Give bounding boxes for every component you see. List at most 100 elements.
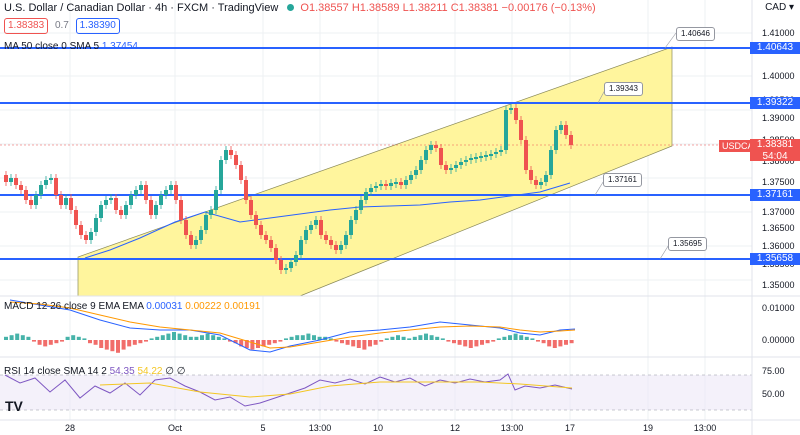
candle[interactable] bbox=[524, 140, 528, 170]
level-callout[interactable]: 1.35695 bbox=[668, 237, 707, 251]
candle[interactable] bbox=[449, 168, 453, 170]
candle[interactable] bbox=[509, 108, 513, 110]
candle[interactable] bbox=[54, 178, 58, 195]
candle[interactable] bbox=[214, 190, 218, 210]
candle[interactable] bbox=[204, 215, 208, 230]
candle[interactable] bbox=[439, 148, 443, 165]
time-axis[interactable]: 28 Oct 5 13:00 10 12 13:00 17 19 13:00 bbox=[65, 423, 716, 433]
price-channel[interactable] bbox=[77, 46, 673, 297]
candle[interactable] bbox=[534, 180, 538, 185]
candle[interactable] bbox=[434, 145, 438, 148]
candle[interactable] bbox=[324, 235, 328, 240]
candle[interactable] bbox=[174, 185, 178, 200]
currency-selector[interactable]: CAD ▾ bbox=[765, 2, 794, 13]
candle[interactable] bbox=[364, 192, 368, 200]
candle[interactable] bbox=[294, 255, 298, 262]
candle[interactable] bbox=[484, 155, 488, 157]
candle[interactable] bbox=[154, 205, 158, 215]
candle[interactable] bbox=[229, 150, 233, 155]
candlesticks[interactable] bbox=[4, 104, 573, 274]
candle[interactable] bbox=[464, 160, 468, 162]
candle[interactable] bbox=[409, 175, 413, 180]
candle[interactable] bbox=[314, 220, 318, 225]
ma-legend[interactable]: MA 50 close 0 SMA 5 1.37454 bbox=[4, 41, 138, 52]
candle[interactable] bbox=[339, 245, 343, 250]
candle[interactable] bbox=[384, 184, 388, 186]
candle[interactable] bbox=[389, 183, 393, 186]
candle[interactable] bbox=[504, 110, 508, 150]
horizontal-levels[interactable] bbox=[0, 47, 752, 260]
candle[interactable] bbox=[419, 160, 423, 170]
candle[interactable] bbox=[64, 198, 68, 205]
candle[interactable] bbox=[69, 198, 73, 210]
candle[interactable] bbox=[59, 195, 63, 205]
candle[interactable] bbox=[414, 170, 418, 175]
candle[interactable] bbox=[164, 190, 168, 195]
candle[interactable] bbox=[319, 220, 323, 235]
candle[interactable] bbox=[334, 245, 338, 250]
candle[interactable] bbox=[84, 235, 88, 240]
candle[interactable] bbox=[39, 185, 43, 195]
candle[interactable] bbox=[394, 182, 398, 184]
candle[interactable] bbox=[454, 165, 458, 168]
candle[interactable] bbox=[169, 185, 173, 190]
candle[interactable] bbox=[14, 178, 18, 185]
candle[interactable] bbox=[329, 240, 333, 245]
candle[interactable] bbox=[19, 185, 23, 190]
candle[interactable] bbox=[489, 154, 493, 156]
candle[interactable] bbox=[94, 218, 98, 232]
candle[interactable] bbox=[234, 155, 238, 165]
buy-button[interactable]: 1.38390 bbox=[75, 18, 120, 34]
candle[interactable] bbox=[309, 225, 313, 230]
candle[interactable] bbox=[539, 182, 543, 185]
candle[interactable] bbox=[304, 230, 308, 240]
candle[interactable] bbox=[569, 135, 573, 145]
candle[interactable] bbox=[239, 165, 243, 180]
candle[interactable] bbox=[269, 240, 273, 248]
candle[interactable] bbox=[274, 248, 278, 260]
candle[interactable] bbox=[74, 210, 78, 225]
candle[interactable] bbox=[559, 125, 563, 130]
candle[interactable] bbox=[179, 200, 183, 220]
candle[interactable] bbox=[499, 150, 503, 152]
level-callout[interactable]: 1.40646 bbox=[676, 27, 715, 41]
candle[interactable] bbox=[284, 268, 288, 270]
candle[interactable] bbox=[354, 210, 358, 220]
candle[interactable] bbox=[459, 162, 463, 165]
candle[interactable] bbox=[244, 180, 248, 200]
candle[interactable] bbox=[444, 165, 448, 170]
candle[interactable] bbox=[379, 184, 383, 186]
candle[interactable] bbox=[264, 235, 268, 240]
candle[interactable] bbox=[144, 185, 148, 200]
candle[interactable] bbox=[424, 150, 428, 160]
tradingview-logo[interactable]: TV bbox=[5, 398, 23, 414]
sell-button[interactable]: 1.38383 bbox=[4, 18, 49, 34]
candle[interactable] bbox=[24, 190, 28, 200]
candle[interactable] bbox=[199, 230, 203, 240]
candle[interactable] bbox=[494, 152, 498, 154]
candle[interactable] bbox=[479, 156, 483, 158]
candle[interactable] bbox=[44, 180, 48, 185]
candle[interactable] bbox=[159, 195, 163, 205]
candle[interactable] bbox=[29, 200, 33, 205]
candle[interactable] bbox=[344, 235, 348, 245]
candle[interactable] bbox=[219, 160, 223, 190]
candle[interactable] bbox=[544, 175, 548, 182]
candle[interactable] bbox=[369, 188, 373, 192]
candle[interactable] bbox=[139, 185, 143, 190]
macd-pane[interactable] bbox=[4, 332, 574, 353]
candle[interactable] bbox=[194, 240, 198, 245]
candle[interactable] bbox=[189, 235, 193, 245]
candle[interactable] bbox=[9, 178, 13, 182]
candle[interactable] bbox=[254, 215, 258, 225]
candle[interactable] bbox=[149, 200, 153, 215]
candle[interactable] bbox=[429, 145, 433, 150]
candle[interactable] bbox=[469, 158, 473, 160]
chart-title[interactable]: U.S. Dollar / Canadian Dollar · 4h · FXC… bbox=[4, 2, 279, 14]
candle[interactable] bbox=[109, 198, 113, 200]
candle[interactable] bbox=[404, 180, 408, 185]
candle[interactable] bbox=[34, 195, 38, 205]
price-axis[interactable]: 1.410001.405001.400001.395001.390001.385… bbox=[762, 28, 795, 399]
macd-legend[interactable]: MACD 12 26 close 9 EMA EMA 0.00031 0.002… bbox=[4, 301, 261, 312]
